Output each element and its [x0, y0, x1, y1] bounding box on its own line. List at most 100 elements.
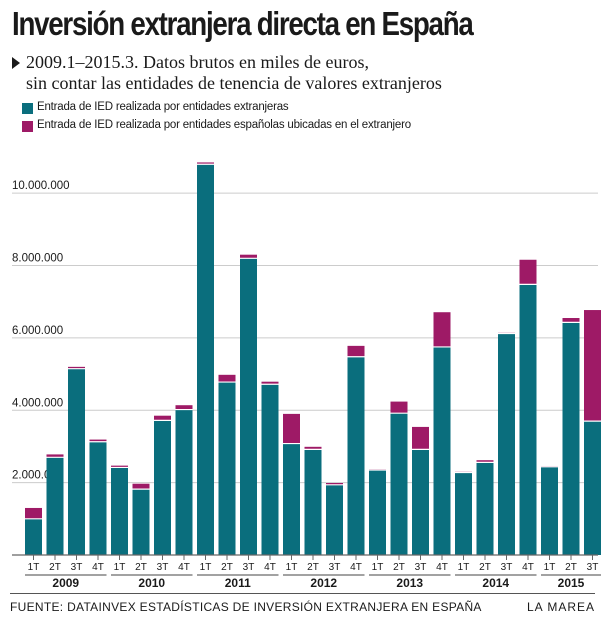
- bar-foreign: [498, 333, 515, 555]
- x-tick-label: 4T: [178, 562, 190, 573]
- bar-foreign: [369, 469, 386, 555]
- bar-foreign: [541, 466, 558, 555]
- x-tick-label: 3T: [157, 562, 169, 573]
- bar-foreign: [175, 409, 193, 555]
- y-tick-label: 10.000.000: [12, 180, 70, 192]
- year-label: 2009: [52, 576, 79, 590]
- x-tick-label: 1T: [114, 562, 126, 573]
- x-tick-label: 1T: [544, 562, 556, 573]
- bar-spanish: [132, 483, 150, 490]
- bar-spanish: [261, 381, 279, 385]
- year-label: 2013: [396, 576, 423, 590]
- bar-foreign: [154, 420, 171, 555]
- bar-foreign: [433, 346, 451, 555]
- x-tick-label: 4T: [436, 562, 448, 573]
- bar-foreign: [218, 382, 236, 555]
- bar-spanish: [562, 318, 580, 323]
- x-tick-label: 2T: [479, 562, 491, 573]
- x-tick-label: 1T: [372, 562, 384, 573]
- bar-spanish: [433, 312, 451, 347]
- bar-spanish: [240, 254, 257, 259]
- x-tick-label: 3T: [415, 562, 427, 573]
- x-tick-label: 3T: [587, 562, 599, 573]
- subtitle-line-2: sin contar las entidades de tenencia de …: [26, 73, 442, 93]
- bar-foreign: [304, 449, 322, 555]
- bar-spanish: [304, 446, 322, 450]
- bar-spanish: [46, 454, 64, 458]
- bar-foreign: [476, 462, 494, 555]
- bar-spanish: [390, 401, 408, 414]
- year-label: 2012: [310, 576, 337, 590]
- x-tick-label: 3T: [243, 562, 255, 573]
- bar-foreign: [562, 322, 580, 555]
- x-tick-label: 2T: [565, 562, 577, 573]
- bar-foreign: [46, 457, 64, 555]
- year-label: 2015: [558, 576, 585, 590]
- bar-foreign: [89, 441, 107, 555]
- source-note: FUENTE: DATAINVEX ESTADÍSTICAS DE INVERS…: [10, 600, 482, 614]
- x-tick-label: 4T: [522, 562, 534, 573]
- legend-label-spanish: Entrada de IED realizada por entidades e…: [37, 119, 411, 131]
- bar-spanish: [584, 310, 601, 422]
- x-tick-label: 2T: [135, 562, 147, 573]
- bar-spanish: [283, 413, 300, 444]
- bar-foreign: [519, 284, 537, 555]
- x-tick-label: 4T: [92, 562, 104, 573]
- bar-spanish: [25, 507, 42, 519]
- brand-name: LA MAREA: [526, 600, 595, 614]
- bar-spanish: [89, 439, 107, 442]
- bar-foreign: [25, 518, 42, 555]
- bar-foreign: [390, 413, 408, 555]
- x-tick-label: 4T: [264, 562, 276, 573]
- year-label: 2011: [225, 576, 251, 590]
- bar-spanish: [347, 345, 365, 357]
- x-tick-label: 1T: [458, 562, 470, 573]
- legend-swatch-foreign: [22, 103, 33, 114]
- bar-foreign: [412, 449, 429, 555]
- bar-spanish: [175, 405, 193, 410]
- x-tick-label: 1T: [28, 562, 40, 573]
- bar-spanish: [111, 465, 128, 468]
- bar-foreign: [347, 356, 365, 555]
- legend-label-foreign: Entrada de IED realizada por entidades e…: [37, 101, 289, 113]
- bar-spanish: [218, 374, 236, 383]
- bar-foreign: [132, 489, 150, 555]
- y-tick-label: 4.000.000: [12, 397, 63, 409]
- bar-spanish: [154, 415, 171, 421]
- bar-foreign: [584, 421, 601, 555]
- x-tick-label: 1T: [286, 562, 298, 573]
- x-tick-label: 3T: [329, 562, 341, 573]
- bar-foreign: [197, 164, 214, 555]
- bar-foreign: [283, 443, 300, 555]
- x-tick-label: 1T: [200, 562, 212, 573]
- bar-spanish: [412, 426, 429, 450]
- y-tick-label: 8.000.000: [12, 253, 63, 265]
- bar-foreign: [455, 472, 472, 555]
- bar-foreign: [240, 258, 257, 555]
- bar-foreign: [68, 368, 85, 555]
- bar-foreign: [111, 467, 128, 555]
- x-tick-label: 2T: [307, 562, 319, 573]
- bar-spanish: [326, 482, 343, 485]
- footer-divider: [10, 593, 595, 594]
- bar-spanish: [197, 162, 214, 165]
- y-tick-label: 6.000.000: [12, 325, 63, 337]
- bar-spanish: [476, 460, 494, 463]
- bar-foreign: [261, 384, 279, 555]
- x-tick-label: 3T: [71, 562, 83, 573]
- year-label: 2014: [482, 576, 509, 590]
- chart-title: Inversión extranjera directa en España: [12, 5, 474, 42]
- bar-spanish: [68, 366, 85, 369]
- triangle-bullet-icon: [12, 57, 20, 69]
- subtitle-text: 2009.1–2015.3. Datos brutos en miles de …: [26, 52, 442, 94]
- x-tick-label: 2T: [393, 562, 405, 573]
- x-tick-label: 3T: [501, 562, 513, 573]
- x-tick-label: 2T: [49, 562, 61, 573]
- legend-swatch-spanish: [22, 121, 33, 132]
- year-label: 2010: [138, 576, 165, 590]
- subtitle-line-1: 2009.1–2015.3. Datos brutos en miles de …: [26, 52, 369, 72]
- x-tick-label: 4T: [350, 562, 362, 573]
- bar-spanish: [519, 259, 537, 285]
- x-tick-label: 2T: [221, 562, 233, 573]
